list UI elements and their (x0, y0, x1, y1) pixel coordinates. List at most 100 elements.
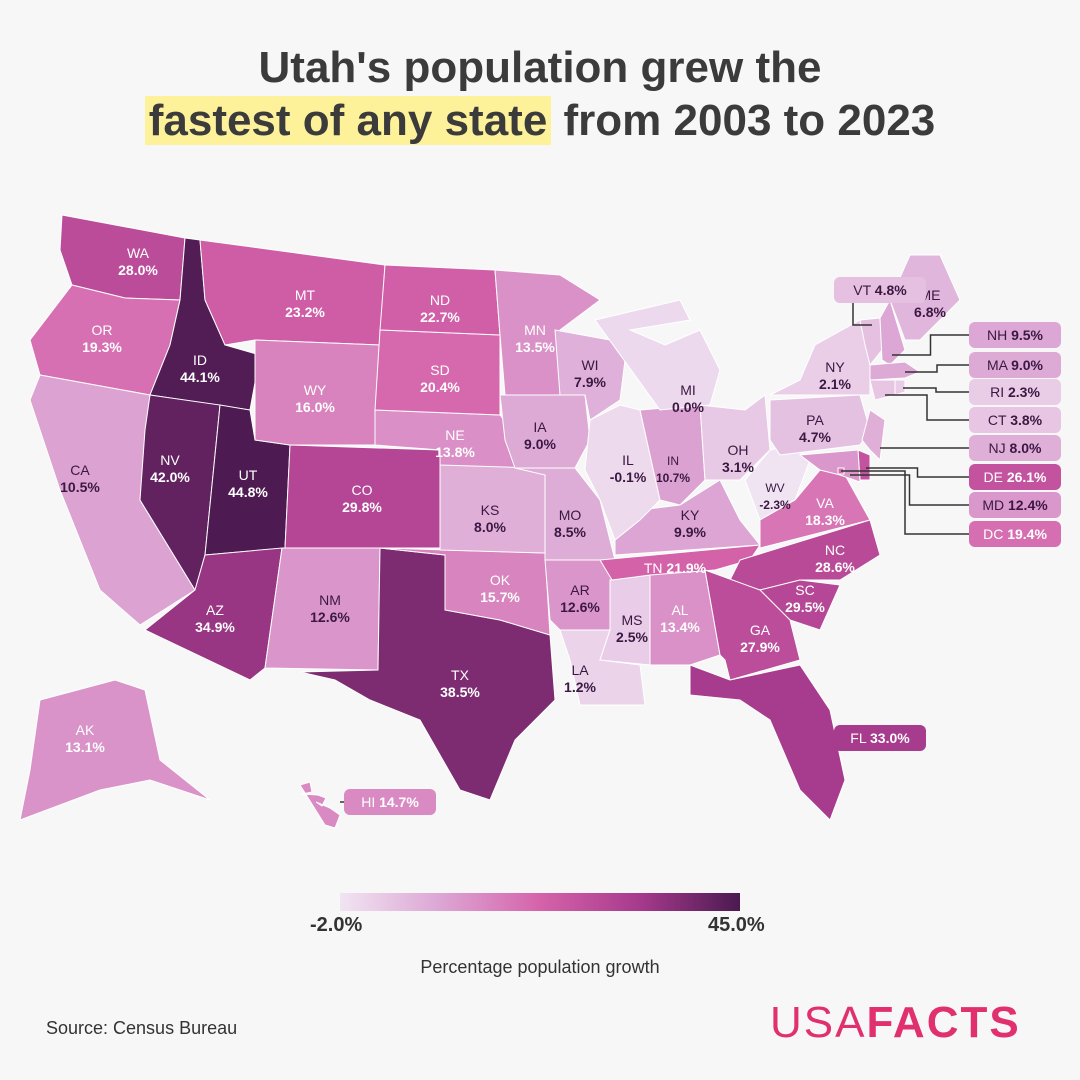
state-vt[interactable] (859, 317, 883, 367)
state-value-wy: 16.0% (295, 399, 335, 415)
state-il[interactable] (584, 404, 661, 541)
state-mi[interactable] (594, 299, 721, 411)
state-value-wa: 28.0% (118, 262, 158, 278)
state-code-tx: TX (451, 667, 470, 683)
state-code-oh: OH (728, 442, 749, 458)
state-value-nv: 42.0% (150, 469, 190, 485)
state-code-mn: MN (524, 322, 546, 338)
state-value-ky: 9.9% (674, 524, 706, 540)
state-code-in: IN (667, 454, 679, 468)
state-ct[interactable] (869, 379, 896, 401)
state-value-ks: 8.0% (474, 519, 506, 535)
state-ri[interactable] (894, 379, 906, 396)
state-value-wi: 7.9% (574, 374, 606, 390)
state-value-me: 6.8% (914, 304, 946, 320)
usafacts-logo: USAFACTS (770, 998, 1021, 1048)
state-value-la: 1.2% (564, 679, 596, 695)
state-value-oh: 3.1% (722, 459, 754, 475)
callout-box-hi (344, 789, 436, 815)
callout-label-fl: FL 33.0% (850, 730, 910, 746)
state-value-ca: 10.5% (60, 479, 100, 495)
state-label-tn: TN 21.9% (644, 560, 707, 576)
state-value-or: 19.3% (82, 339, 122, 355)
callout-label-vt: VT 4.8% (853, 282, 907, 298)
logo-part-1: USA (770, 998, 867, 1047)
state-ak[interactable] (19, 679, 211, 821)
state-value-nm: 12.6% (310, 609, 350, 625)
state-value-ut: 44.8% (228, 484, 268, 500)
state-value-mi: 0.0% (672, 399, 704, 415)
state-code-az: AZ (206, 602, 224, 618)
state-value-ny: 2.1% (819, 376, 851, 392)
state-code-mt: MT (295, 287, 316, 303)
state-code-mo: MO (559, 507, 582, 523)
state-value-ga: 27.9% (740, 639, 780, 655)
state-code-nd: ND (430, 292, 450, 308)
legend-min-label: -2.0% (310, 914, 363, 936)
state-mt[interactable] (199, 239, 386, 346)
state-fl[interactable] (689, 664, 846, 821)
state-value-sc: 29.5% (785, 599, 825, 615)
state-value-wv: -2.3% (759, 498, 791, 512)
source-note: Source: Census Bureau (46, 1018, 238, 1038)
state-nj[interactable] (861, 409, 886, 462)
title-rest: from 2003 to 2023 (563, 96, 936, 145)
state-code-wi: WI (581, 357, 598, 373)
state-value-ne: 13.8% (435, 444, 475, 460)
legend-max-label: 45.0% (708, 914, 765, 936)
state-code-sd: SD (430, 362, 449, 378)
callout-box-de (969, 464, 1061, 490)
state-code-sc: SC (795, 582, 814, 598)
state-code-ca: CA (70, 462, 90, 478)
callout-line-ri (903, 387, 969, 393)
state-wy[interactable] (254, 339, 381, 446)
callout-box-ma (969, 352, 1061, 378)
state-value-mn: 13.5% (515, 339, 555, 355)
state-code-co: CO (352, 482, 373, 498)
callout-line-md (850, 474, 969, 506)
logo-part-2: FACTS (866, 998, 1021, 1047)
callout-label-ma: MA 9.0% (987, 357, 1044, 373)
title-highlight: fastest of any state (144, 96, 552, 145)
state-value-sd: 20.4% (420, 379, 460, 395)
state-code-va: VA (816, 495, 834, 511)
state-code-ms: MS (622, 612, 643, 628)
state-ma[interactable] (869, 361, 922, 381)
state-code-wv: WV (765, 481, 784, 495)
state-code-il: IL (622, 452, 634, 468)
callout-label-md: MD 12.4% (982, 497, 1048, 513)
callout-line-ct (885, 394, 969, 421)
state-value-va: 18.3% (805, 512, 845, 528)
state-shapes (19, 214, 961, 829)
state-value-ia: 9.0% (524, 436, 556, 452)
state-code-ar: AR (570, 582, 589, 598)
callouts: FL 33.0% VT 4.8% NH 9.5% MA 9.0% CT 3.8% RI 2… (340, 277, 1061, 815)
callout-line-dc (841, 470, 969, 535)
callout-label-ri: RI 2.3% (990, 384, 1040, 400)
state-value-ak: 13.1% (65, 739, 105, 755)
state-value-pa: 4.7% (799, 429, 831, 445)
callout-box-md (969, 492, 1061, 518)
callout-box-ct (969, 407, 1061, 433)
legend-color-bar (340, 893, 740, 911)
state-value-tx: 38.5% (440, 684, 480, 700)
state-code-ks: KS (481, 502, 500, 518)
state-md[interactable] (798, 449, 861, 483)
callout-line-de (866, 467, 969, 478)
state-value-il: -0.1% (610, 469, 647, 485)
callout-line-ma (905, 364, 969, 373)
callout-label-hi: HI 14.7% (361, 794, 419, 810)
state-code-pa: PA (806, 412, 824, 428)
state-hi[interactable] (299, 781, 341, 829)
callout-label-nh: NH 9.5% (987, 327, 1044, 343)
callout-box-ri (969, 379, 1061, 405)
callout-label-dc: DC 19.4% (983, 526, 1047, 542)
state-code-mi: MI (680, 382, 696, 398)
state-ga[interactable] (704, 569, 801, 681)
state-code-ok: OK (490, 572, 511, 588)
state-code-ut: UT (239, 467, 258, 483)
state-value-mo: 8.5% (554, 524, 586, 540)
state-code-wy: WY (304, 382, 327, 398)
